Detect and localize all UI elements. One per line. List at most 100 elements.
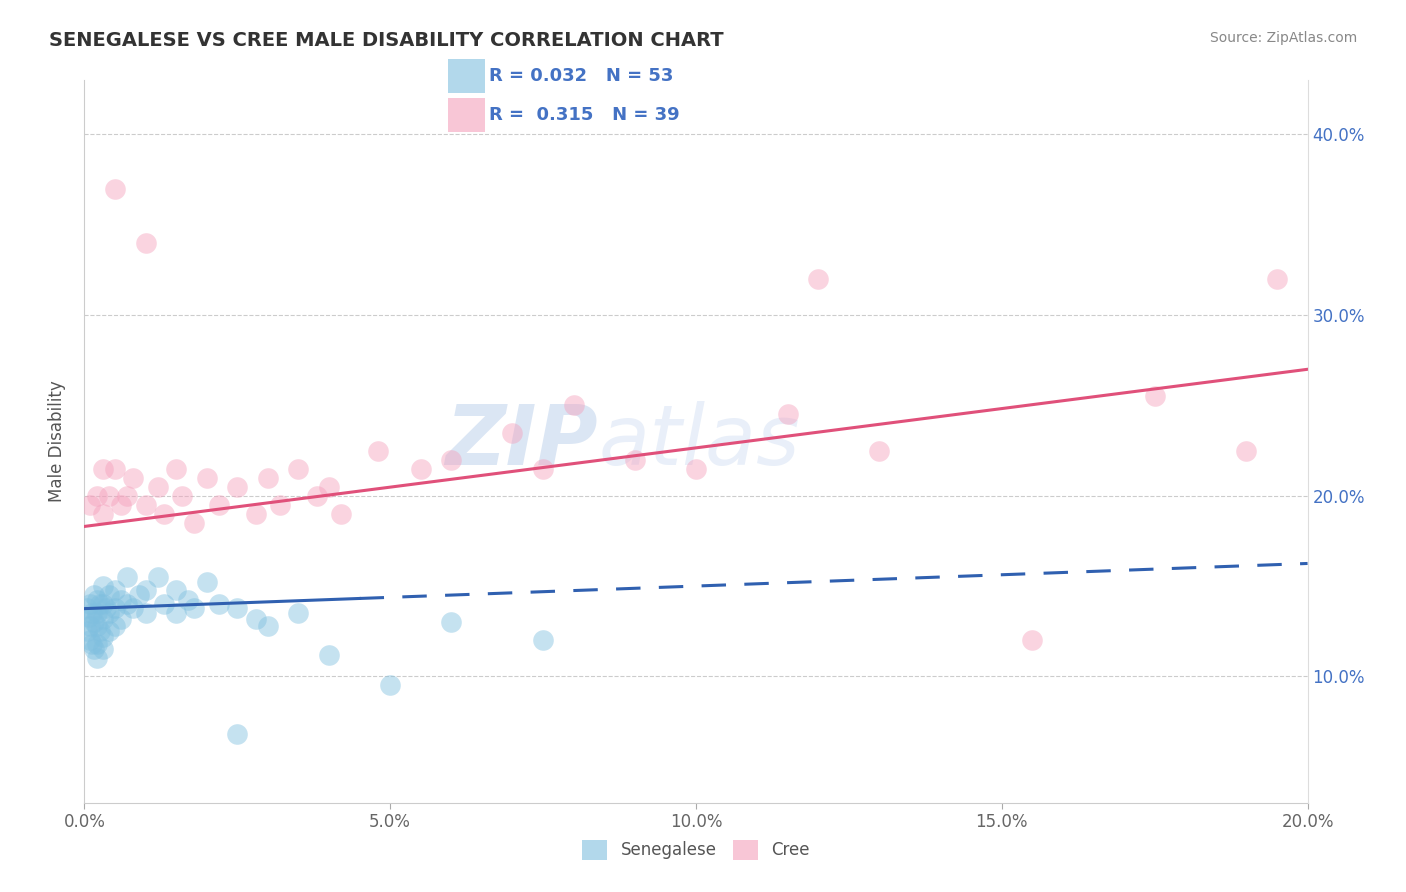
Senegalese xyxy=(76,600,98,615)
Senegalese xyxy=(89,597,111,611)
Senegalese xyxy=(77,609,100,624)
Cree xyxy=(153,507,176,521)
Senegalese xyxy=(79,633,101,648)
Senegalese xyxy=(165,606,187,620)
Cree xyxy=(97,489,120,503)
Senegalese xyxy=(79,619,101,633)
Cree xyxy=(776,408,799,422)
Senegalese xyxy=(86,637,108,651)
Cree xyxy=(287,461,309,475)
Senegalese xyxy=(76,624,98,639)
Cree xyxy=(1265,272,1288,286)
Cree xyxy=(91,507,114,521)
Senegalese xyxy=(86,651,108,665)
Senegalese xyxy=(97,588,120,602)
Cree xyxy=(115,489,138,503)
Senegalese xyxy=(122,600,145,615)
Cree xyxy=(146,480,169,494)
Cree xyxy=(110,498,132,512)
Senegalese xyxy=(226,600,249,615)
Cree xyxy=(183,516,205,530)
Text: ZIP: ZIP xyxy=(446,401,598,482)
Senegalese xyxy=(153,597,176,611)
Senegalese xyxy=(97,606,120,620)
Cree xyxy=(122,471,145,485)
Cree xyxy=(305,489,328,503)
Senegalese xyxy=(83,615,105,630)
Senegalese xyxy=(226,727,249,741)
Cree xyxy=(409,461,432,475)
Cree xyxy=(245,507,267,521)
Senegalese xyxy=(245,611,267,625)
Senegalese xyxy=(380,678,402,692)
Y-axis label: Male Disability: Male Disability xyxy=(48,381,66,502)
Senegalese xyxy=(195,575,218,590)
Text: R =  0.315   N = 39: R = 0.315 N = 39 xyxy=(489,106,681,124)
Cree xyxy=(869,443,891,458)
Senegalese xyxy=(86,593,108,607)
Cree xyxy=(104,461,127,475)
Senegalese xyxy=(440,615,463,630)
Senegalese xyxy=(104,600,127,615)
Cree xyxy=(685,461,707,475)
Senegalese xyxy=(83,642,105,657)
Senegalese xyxy=(287,606,309,620)
Senegalese xyxy=(257,619,280,633)
Cree xyxy=(562,398,585,412)
Cree xyxy=(807,272,830,286)
Cree xyxy=(135,498,157,512)
Cree xyxy=(330,507,353,521)
Text: Source: ZipAtlas.com: Source: ZipAtlas.com xyxy=(1209,31,1357,45)
Cree xyxy=(269,498,291,512)
Cree xyxy=(367,443,389,458)
Senegalese xyxy=(86,606,108,620)
Cree xyxy=(195,471,218,485)
Senegalese xyxy=(110,593,132,607)
Cree xyxy=(172,489,194,503)
Senegalese xyxy=(115,570,138,584)
Text: R = 0.032   N = 53: R = 0.032 N = 53 xyxy=(489,67,673,85)
Text: atlas: atlas xyxy=(598,401,800,482)
Cree xyxy=(502,425,524,440)
FancyBboxPatch shape xyxy=(447,98,485,132)
Senegalese xyxy=(104,619,127,633)
Cree xyxy=(1236,443,1258,458)
Senegalese xyxy=(183,600,205,615)
Senegalese xyxy=(91,597,114,611)
Senegalese xyxy=(91,630,114,644)
Cree xyxy=(86,489,108,503)
Senegalese xyxy=(146,570,169,584)
Cree xyxy=(440,452,463,467)
Senegalese xyxy=(135,582,157,597)
Senegalese xyxy=(135,606,157,620)
Cree xyxy=(79,498,101,512)
Senegalese xyxy=(91,611,114,625)
Cree xyxy=(104,182,127,196)
Senegalese xyxy=(80,637,103,651)
Senegalese xyxy=(115,597,138,611)
Text: SENEGALESE VS CREE MALE DISABILITY CORRELATION CHART: SENEGALESE VS CREE MALE DISABILITY CORRE… xyxy=(49,31,724,50)
Cree xyxy=(91,461,114,475)
Cree xyxy=(1021,633,1043,648)
Senegalese xyxy=(89,624,111,639)
Cree xyxy=(257,471,280,485)
Senegalese xyxy=(80,606,103,620)
Senegalese xyxy=(110,611,132,625)
Senegalese xyxy=(208,597,231,611)
Cree xyxy=(318,480,340,494)
Senegalese xyxy=(531,633,554,648)
Cree xyxy=(226,480,249,494)
Senegalese xyxy=(91,642,114,657)
Senegalese xyxy=(97,624,120,639)
Legend: Senegalese, Cree: Senegalese, Cree xyxy=(575,833,817,867)
Cree xyxy=(1143,389,1166,403)
Senegalese xyxy=(318,648,340,662)
Senegalese xyxy=(79,597,101,611)
Senegalese xyxy=(128,588,150,602)
FancyBboxPatch shape xyxy=(447,59,485,93)
Cree xyxy=(624,452,647,467)
Senegalese xyxy=(104,582,127,597)
Cree xyxy=(531,461,554,475)
Cree xyxy=(135,235,157,250)
Cree xyxy=(208,498,231,512)
